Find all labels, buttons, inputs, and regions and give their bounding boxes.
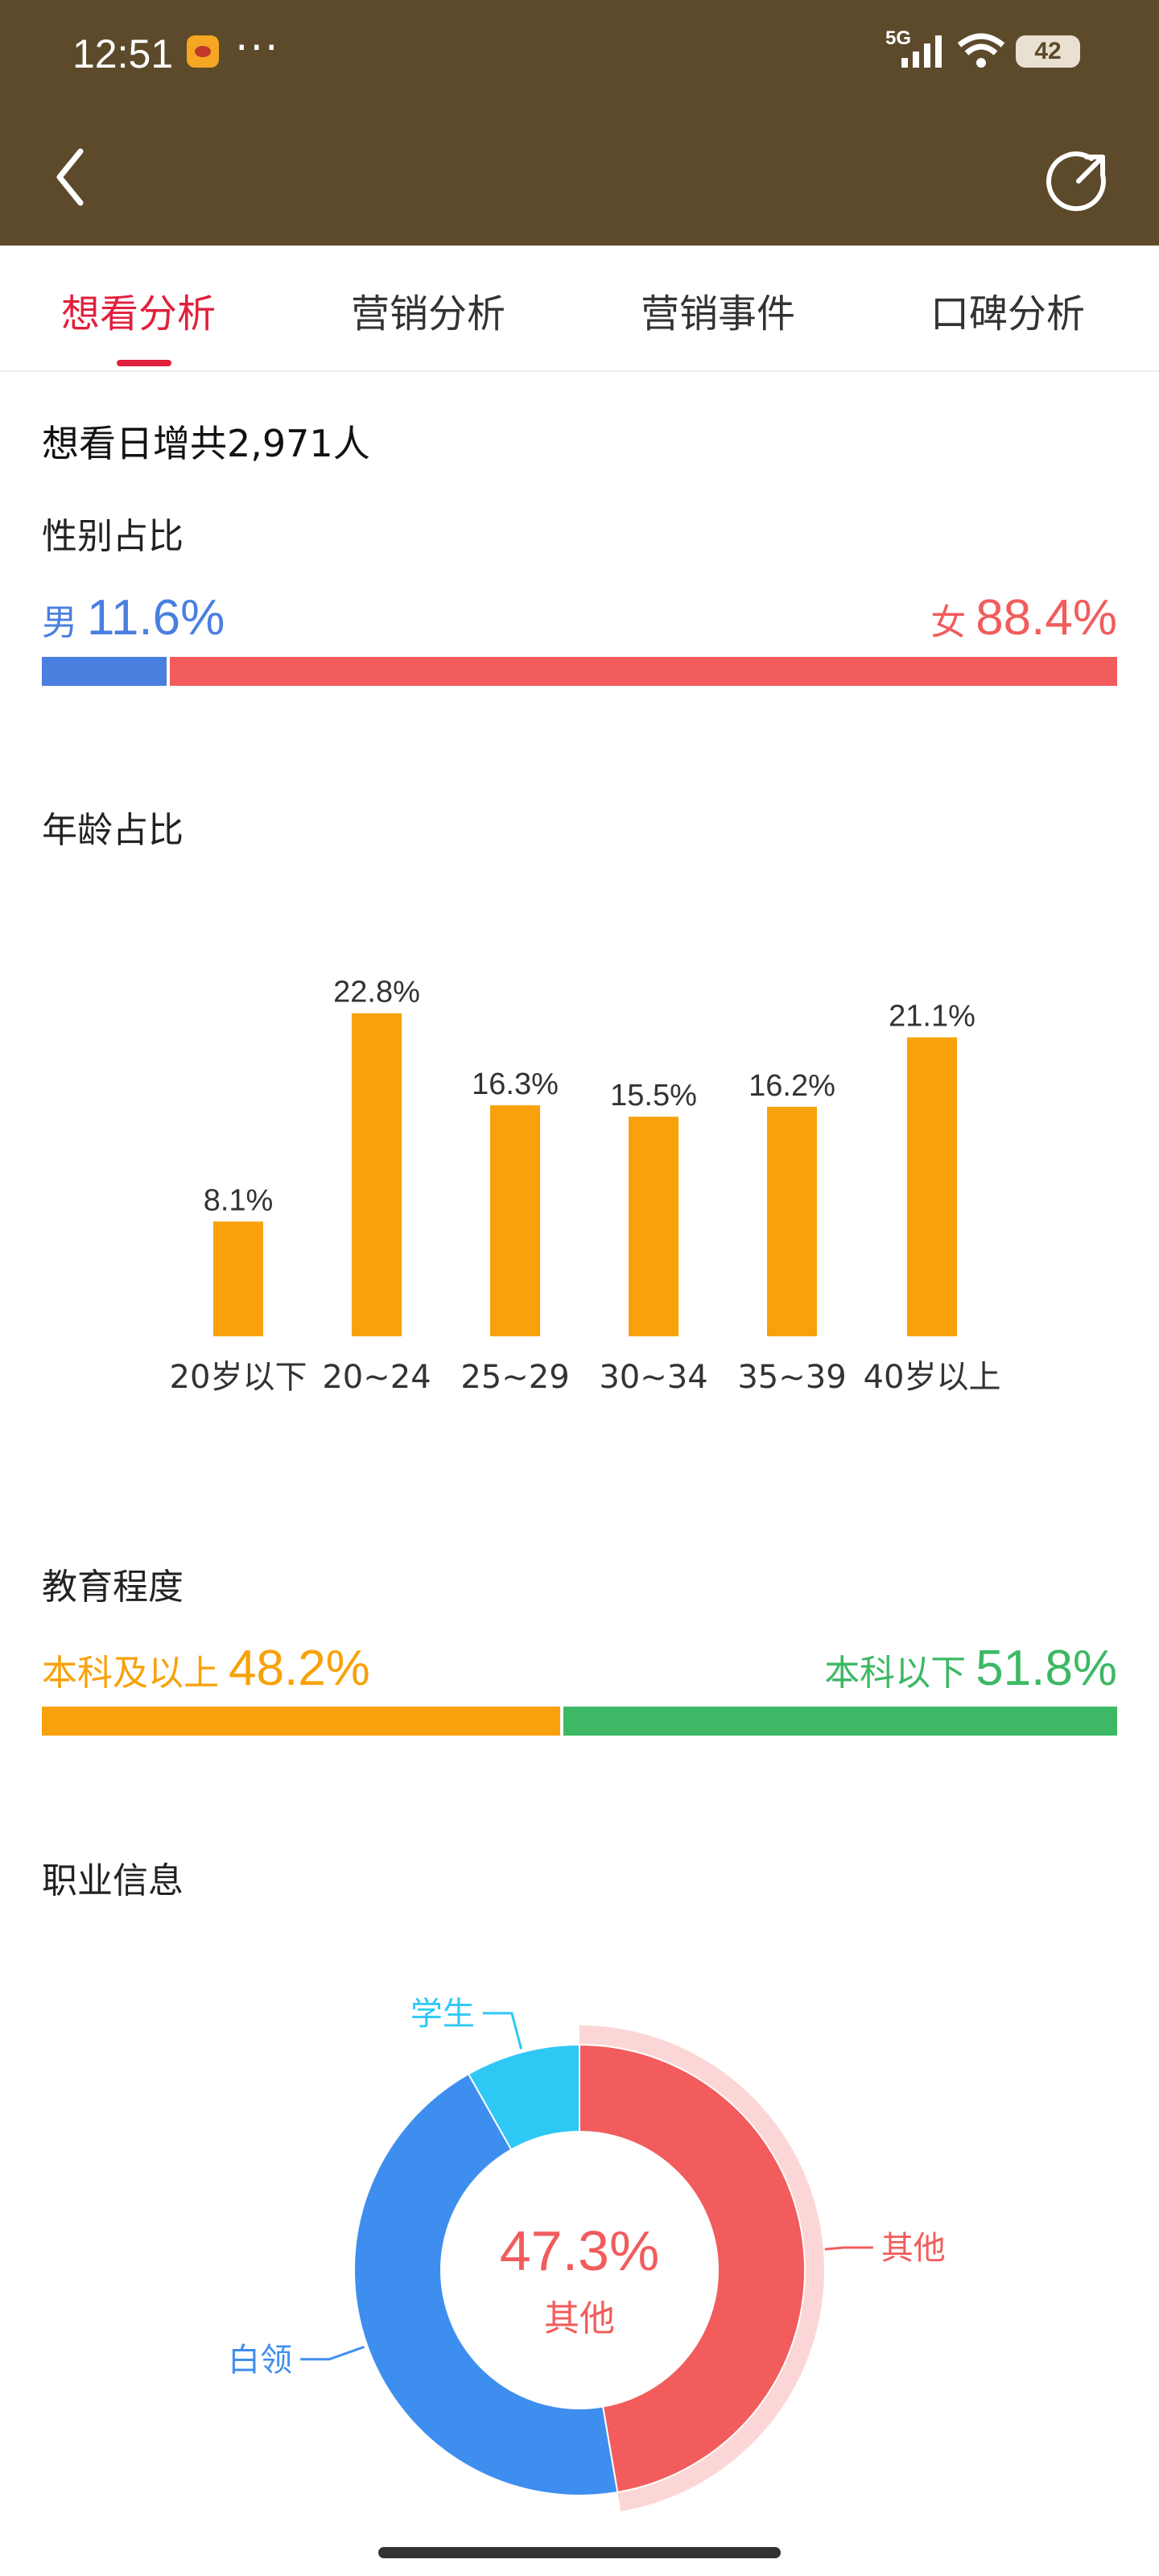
age-category-label: 30~34 [599,1359,707,1396]
age-bar [490,1105,540,1336]
donut-center-percent: 47.3% [500,2219,659,2282]
age-bar-value-label: 15.5% [610,1079,697,1113]
below-bachelor-label: 本科以下 [824,1653,967,1694]
back-icon[interactable] [48,145,97,209]
donut-slice [579,2043,806,2494]
donut-leader-line [482,2012,523,2050]
age-bar [352,1013,402,1336]
bachelor-and-above-label: 本科及以上 [42,1653,219,1694]
donut-leader-line [824,2246,873,2251]
female-percent: 88.4% [975,590,1117,646]
battery-icon: 42 [1016,35,1080,68]
app-header: 12:51 ··· 5G 42 [0,0,1159,246]
tab-word-of-mouth-analysis[interactable]: 口碑分析 [930,291,1086,336]
female-label: 女 [930,602,967,643]
male-label: 男 [42,602,77,643]
age-section-title: 年龄占比 [42,810,184,851]
network-type-label: 5G [885,27,912,49]
education-ratio-bar [42,1707,1117,1736]
active-tab-indicator [117,360,171,366]
analysis-tabs: 想看分析 营销分析 营销事件 口碑分析 [0,246,1159,372]
daily-increase-summary: 想看日增共2,971人 [42,422,370,465]
age-category-label: 20~24 [322,1359,431,1396]
bachelor-and-above-bar-segment [42,1707,560,1736]
donut-center-label: 其他 [544,2298,615,2339]
male-bar-segment [42,657,167,686]
age-category-label: 35~39 [737,1359,846,1396]
wifi-icon [957,33,1005,68]
below-bachelor-percent: 51.8% [975,1641,1117,1696]
donut-slice-label: 白领 [228,2342,292,2379]
tab-marketing-analysis[interactable]: 营销分析 [351,291,506,336]
occupation-section-title: 职业信息 [42,1860,184,1901]
battery-level: 42 [1034,38,1062,64]
tab-want-to-see-analysis[interactable]: 想看分析 [61,291,217,336]
male-percent: 11.6% [87,590,225,646]
gender-section-title: 性别占比 [42,516,184,557]
below-bachelor-share: 本科以下 51.8% [824,1640,1117,1697]
age-bar [213,1221,263,1336]
tab-marketing-events[interactable]: 营销事件 [641,291,796,336]
share-icon[interactable] [1046,149,1111,213]
age-bar-value-label: 16.3% [472,1067,559,1101]
status-time: 12:51 [72,31,174,76]
age-bar-value-label: 16.2% [749,1069,835,1103]
female-share: 女 88.4% [930,589,1117,646]
male-share: 男 11.6% [42,589,225,646]
age-bar-value-label: 22.8% [333,976,420,1009]
bachelor-and-above-percent: 48.2% [229,1641,370,1696]
bachelor-and-above-share: 本科及以上 48.2% [42,1640,370,1697]
age-bar [907,1037,957,1336]
below-bachelor-bar-segment [563,1707,1117,1736]
age-bar-value-label: 8.1% [204,1183,274,1217]
donut-slice-label: 其他 [881,2230,946,2267]
signal-icon [901,35,942,68]
more-notifications-icon: ··· [235,24,280,72]
education-section-title: 教育程度 [42,1567,184,1608]
age-category-label: 20岁以下 [170,1359,307,1396]
donut-slice-label: 学生 [410,1996,475,2033]
female-bar-segment [170,657,1117,686]
app-notification-icon [187,35,219,68]
age-bar [767,1106,817,1336]
donut-slice [467,2043,580,2151]
age-bar-value-label: 21.1% [889,1000,975,1034]
age-bar-chart: 8.1% 20岁以下 22.8% 20~24 16.3% 25~29 15.5% 30~34 1… [170,976,1001,1396]
age-category-label: 40岁以上 [864,1359,1001,1396]
donut-leader-line [300,2345,365,2361]
gender-ratio-bar [42,657,1117,686]
age-bar [629,1117,678,1336]
age-category-label: 25~29 [460,1359,569,1396]
home-indicator [378,2547,781,2558]
donut-slice [353,2072,619,2496]
